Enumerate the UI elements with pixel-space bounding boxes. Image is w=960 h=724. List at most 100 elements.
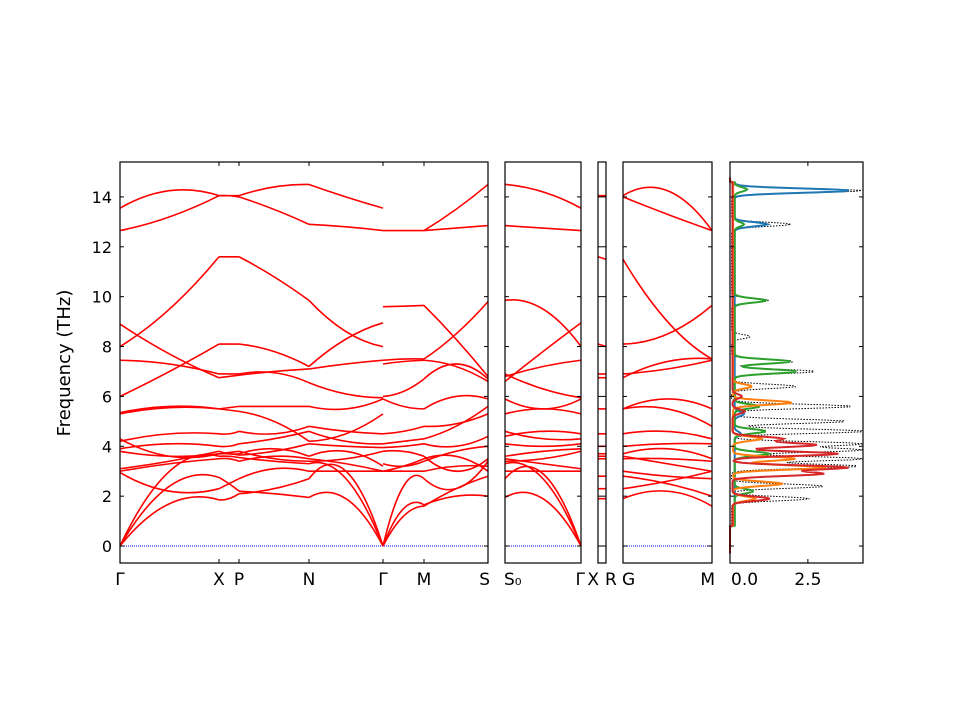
- band-line-p1-s0-b14: [504, 299, 582, 348]
- dos-curve-red: [729, 177, 849, 554]
- band-line-p0-s3-b5: [308, 449, 384, 467]
- band-line-p3-s0-b1: [622, 196, 713, 232]
- band-line-p2-s0-b1: [597, 256, 607, 261]
- band-line-p0-s1-b4: [218, 457, 240, 463]
- band-line-p0-s3-b0: [308, 463, 384, 547]
- band-line-p0-s1-b17: [218, 194, 240, 198]
- k-point-label: Γ: [115, 570, 125, 590]
- band-line-p0-s2-b7: [238, 430, 310, 445]
- band-line-p0-s1-b7: [218, 443, 240, 448]
- band-line-p0-s0-b17: [119, 189, 220, 209]
- band-line-p0-s2-b10: [238, 410, 310, 442]
- band-line-p0-s5-b11: [423, 363, 489, 380]
- band-line-p0-s5-b16: [423, 224, 489, 232]
- band-line-p0-s5-b4: [423, 454, 489, 472]
- band-line-p0-s5-b14: [423, 304, 489, 377]
- y-tick-label: 10: [92, 288, 112, 307]
- band-line-p3-s0-b6: [622, 398, 713, 410]
- band-line-p0-s0-b12: [119, 343, 220, 398]
- band-line-p0-s1-b0: [218, 493, 240, 501]
- band-line-p1-s0-b4: [504, 457, 582, 470]
- y-tick-label: 6: [102, 387, 112, 406]
- band-line-p3-s0-b7: [622, 405, 713, 428]
- band-line-p0-s5-b1: [423, 494, 489, 506]
- band-line-p0-s2-b2: [238, 456, 310, 465]
- band-line-p1-s0-b2: [504, 461, 582, 547]
- band-line-p3-s0-b12: [622, 457, 713, 463]
- band-line-p0-s3-b14: [308, 299, 384, 348]
- dos-curve-green: [729, 177, 797, 554]
- k-point-label: M: [417, 570, 432, 590]
- band-line-p1-s0-b12: [504, 322, 582, 383]
- band-panel-0: 0 2 4 6 8 10 12 14 Γ X P N Γ M S: [92, 161, 490, 590]
- k-point-label: S₀: [504, 570, 522, 590]
- dos-x-tick-label: 0.0: [731, 570, 758, 590]
- band-line-p0-s4-b14: [382, 304, 425, 308]
- y-tick-label: 0: [102, 537, 112, 556]
- band-line-p3-s0-b3: [622, 304, 713, 345]
- band-line-p0-s2-b13: [238, 371, 310, 384]
- band-line-p0-s0-b3: [119, 471, 220, 494]
- k-point-label: P: [234, 570, 244, 590]
- band-line-p0-s4-b11: [382, 378, 425, 398]
- band-line-p0-s4-b2: [382, 474, 425, 547]
- band-line-p0-s2-b16: [238, 183, 310, 197]
- band-line-p0-s5-b10: [423, 394, 489, 410]
- y-axis-label: Frequency (THz): [54, 290, 75, 437]
- band-line-p1-s0-b8: [504, 430, 582, 438]
- band-line-p0-s3-b15: [308, 359, 384, 370]
- y-tick-label: 14: [92, 188, 112, 207]
- band-line-p0-s4-b12: [382, 359, 425, 365]
- band-line-p1-s0-b15: [504, 359, 582, 378]
- y-tick-label: 8: [102, 338, 112, 357]
- band-line-p3-s0-b9: [622, 442, 713, 448]
- band-line-p0-s2-b6: [238, 443, 310, 456]
- k-point-label: X: [587, 570, 599, 590]
- panel-frame: [504, 161, 582, 564]
- dos-frame: [729, 161, 864, 564]
- band-line-p0-s5-b9: [423, 455, 489, 472]
- band-line-p0-s2-b5: [238, 447, 310, 458]
- band-line-p0-s3-b10: [308, 413, 384, 443]
- band-line-p0-s1-b3: [218, 477, 240, 490]
- y-tick-label: 12: [92, 238, 112, 257]
- band-line-p0-s5-b6: [423, 435, 489, 448]
- band-line-p1-s0-b7: [504, 430, 582, 441]
- k-point-label: N: [303, 570, 316, 590]
- panel-frame: [119, 161, 489, 564]
- band-line-p3-s0-b13: [622, 475, 713, 497]
- band-line-p0-s1-b2: [218, 455, 240, 459]
- band-line-p0-s2-b4: [238, 455, 310, 463]
- band-line-p0-s3-b16: [308, 183, 384, 209]
- band-line-p0-s3-b1: [308, 491, 384, 547]
- band-line-p0-s0-b7: [119, 442, 220, 450]
- band-line-p3-s0-b2: [622, 258, 713, 360]
- band-line-p0-s0-b8: [119, 432, 220, 443]
- band-line-p1-s0-b17: [504, 224, 582, 232]
- band-line-p0-s2-b1: [238, 490, 310, 499]
- band-line-p0-s0-b4: [119, 457, 220, 473]
- band-line-p0-s4-b10: [382, 398, 425, 410]
- k-point-label: Γ: [378, 570, 388, 590]
- band-line-p0-s5-b12: [423, 359, 489, 383]
- band-line-p0-s1-b15: [218, 374, 240, 379]
- band-line-p0-s2-b3: [238, 467, 310, 480]
- band-line-p0-s3-b6: [308, 442, 384, 449]
- panel-frame: [597, 161, 607, 564]
- band-line-p0-s3-b17: [308, 223, 384, 232]
- band-line-p0-s4-b8: [382, 425, 425, 435]
- band-line-p0-s3-b11: [308, 398, 384, 411]
- k-point-label: R: [605, 570, 617, 590]
- band-line-p0-s1-b8: [218, 430, 240, 435]
- band-line-p0-s5-b13: [423, 301, 489, 360]
- panel-frame: [622, 161, 713, 564]
- band-line-p0-s3-b4: [308, 457, 384, 473]
- band-line-p1-s0-b1: [504, 491, 582, 547]
- band-line-p0-s3-b12: [308, 322, 384, 368]
- band-line-p0-s3-b7: [308, 430, 384, 445]
- band-line-p0-s5-b5: [423, 445, 489, 462]
- band-line-p1-s0-b5: [504, 447, 582, 458]
- band-line-p0-s4-b7: [382, 438, 425, 445]
